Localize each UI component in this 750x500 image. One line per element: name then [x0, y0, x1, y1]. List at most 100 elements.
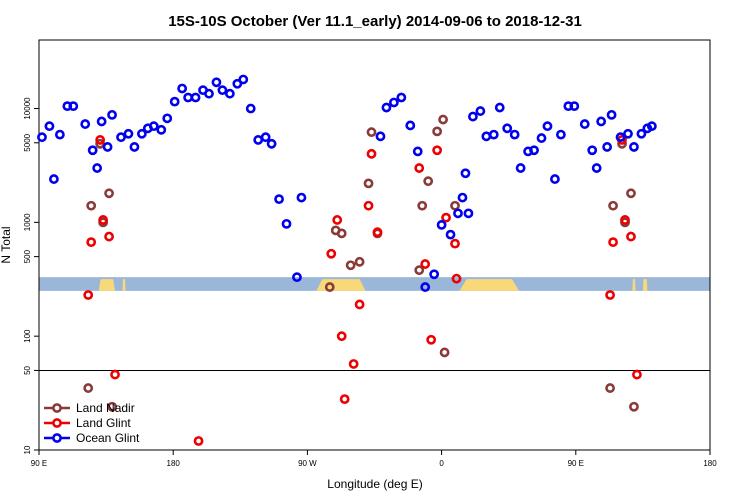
ocean-glint-point	[463, 208, 474, 219]
y-tick-label: 1000	[23, 213, 32, 231]
x-tick-label: 90 W	[298, 459, 317, 468]
land-glint-point	[354, 299, 365, 310]
ocean-glint-point	[596, 116, 607, 127]
land-nadir-point	[438, 114, 448, 125]
land-glint-point	[608, 237, 618, 248]
ocean-glint-point	[217, 85, 228, 96]
ocean-glint-point	[37, 132, 47, 143]
ocean-glint-point	[542, 121, 553, 132]
land-glint-point	[432, 145, 443, 156]
land-glint-point	[95, 135, 106, 145]
ocean-glint-point	[116, 132, 126, 143]
ocean-glint-point	[129, 142, 140, 152]
land-glint-point	[441, 212, 451, 223]
ocean-glint-point	[49, 174, 59, 184]
legend-label-land-nadir: Land Nadir	[76, 401, 135, 415]
ocean-glint-point	[636, 128, 647, 139]
land-nadir-point	[345, 260, 356, 271]
land-glint-point	[366, 148, 377, 159]
land-nadir-point	[629, 401, 639, 412]
land-strip	[642, 279, 648, 291]
land-glint-point	[420, 259, 431, 269]
legend-label-land-glint: Land Glint	[76, 416, 131, 430]
ocean-glint-point	[162, 113, 173, 124]
y-tick-label: 500	[23, 249, 32, 263]
ocean-glint-point	[224, 88, 235, 99]
ocean-glint-point	[412, 146, 423, 157]
ocean-glint-point	[381, 102, 392, 113]
ocean-glint-point	[292, 272, 302, 283]
land-glint-point	[426, 334, 437, 345]
land-nadir-point	[414, 265, 425, 276]
land-nadir-point	[439, 347, 450, 358]
x-tick-label: 90 E	[31, 459, 47, 468]
ocean-glint-point	[436, 219, 447, 230]
ocean-glint-point	[388, 97, 399, 108]
ocean-glint-point	[550, 174, 560, 184]
ocean-glint-point	[238, 74, 249, 85]
ocean-glint-point	[148, 121, 159, 132]
ocean-glint-point	[211, 77, 222, 88]
land-strip	[122, 279, 126, 291]
ocean-glint-point	[460, 168, 471, 179]
ocean-glint-point	[260, 132, 271, 143]
ocean-glint-point	[488, 129, 499, 140]
ocean-glint-point	[509, 129, 520, 140]
legend-marker-land-glint	[52, 418, 62, 428]
land-glint-point	[98, 215, 109, 225]
ocean-glint-point	[606, 109, 617, 120]
land-strip	[459, 279, 520, 291]
land-nadir-point	[417, 200, 428, 211]
ocean-glint-point	[96, 116, 107, 127]
land-nadir-point	[95, 138, 106, 149]
legend-marker-land-nadir	[52, 403, 62, 413]
ocean-glint-point	[629, 142, 639, 152]
land-nadir-point	[104, 188, 114, 199]
ocean-glint-point	[92, 163, 103, 173]
land-glint-point	[336, 331, 347, 342]
ocean-glint-point	[80, 119, 91, 129]
land-glint-point	[450, 238, 460, 249]
ocean-glint-point	[579, 119, 590, 129]
land-nadir-point	[605, 383, 615, 393]
ocean-glint-point	[555, 129, 566, 140]
ocean-glint-point	[123, 128, 134, 139]
legend-marker-ocean-glint	[52, 433, 62, 443]
land-glint-point	[451, 273, 462, 284]
land-glint-point	[632, 369, 642, 380]
land-nadir-point	[86, 200, 97, 211]
y-tick-label: 5000	[23, 133, 32, 151]
land-nadir-point	[450, 200, 460, 211]
ocean-glint-point	[457, 192, 468, 203]
ocean-glint-point	[481, 131, 492, 142]
ocean-glint-point	[569, 101, 580, 112]
ocean-glint-point	[494, 102, 505, 113]
x-tick-label: 180	[167, 459, 181, 468]
land-glint-point	[110, 369, 120, 380]
land-glint-point	[348, 359, 359, 369]
land-glint-point	[326, 248, 337, 259]
land-glint-point	[363, 200, 374, 211]
ocean-glint-point	[190, 92, 201, 103]
axis-ticks: 90 E 180 90 W 0 90 E 180 10 50 100 500 1000 5000 100…	[23, 97, 717, 468]
ocean-glint-point	[54, 129, 65, 140]
land-nadir-point	[363, 178, 374, 189]
land-ocean-strip	[39, 277, 710, 291]
ocean-glint-point	[646, 121, 657, 132]
land-glint-point	[372, 227, 383, 238]
ocean-glint-point	[615, 132, 626, 143]
ocean-glint-point	[623, 128, 633, 139]
chart-title: 15S-10S October (Ver 11.1_early) 2014-09…	[168, 13, 582, 30]
land-glint-point	[83, 290, 94, 300]
land-nadir-point	[366, 127, 377, 138]
ocean-glint-point	[274, 194, 284, 205]
plot-area	[38, 39, 711, 451]
ocean-glint-point	[468, 111, 478, 122]
land-glint-point	[193, 436, 204, 446]
ocean-glint-point	[445, 229, 456, 240]
ocean-glint-point	[405, 120, 416, 131]
ocean-glint-point	[266, 138, 277, 149]
ocean-glint-point	[107, 109, 117, 120]
x-tick-label: 90 E	[568, 459, 584, 468]
legend-label-ocean-glint: Ocean Glint	[76, 431, 140, 445]
